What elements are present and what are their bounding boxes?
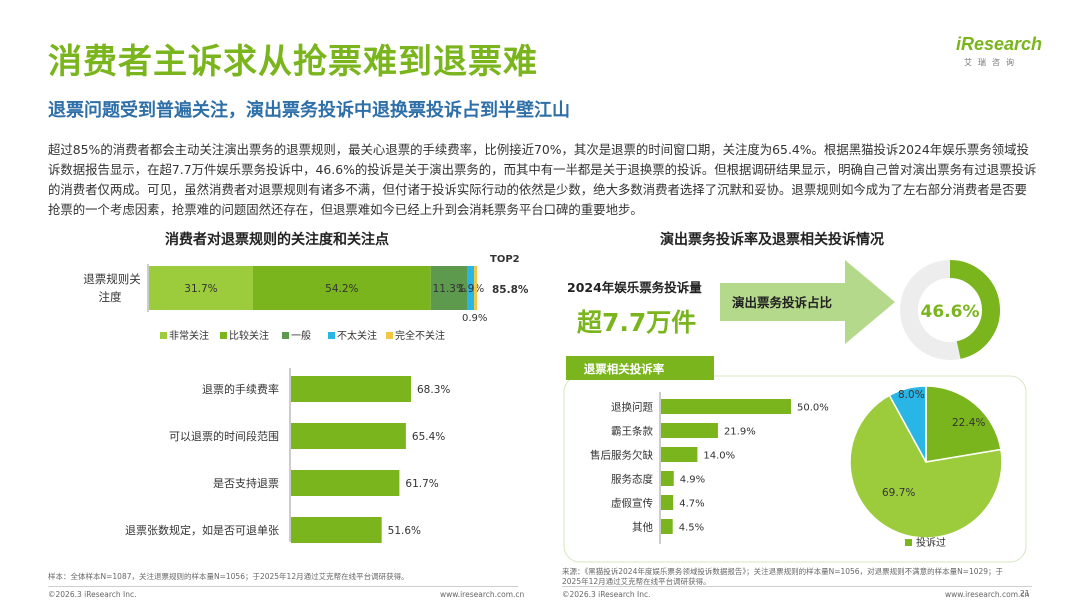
stack-label-line2: 注度 [99, 290, 122, 304]
page-subtitle: 退票问题受到普遍关注，演出票务投诉中退换票投诉占到半壁江山 [48, 100, 570, 121]
stack-segment-3 [467, 266, 475, 310]
complaint-value-3: 4.9% [680, 475, 705, 486]
intro-paragraph: 超过85%的消费者都会主动关注演出票务的退票规则，最关心退票的手续费率，比例接近… [48, 142, 1037, 217]
arrow-shape [720, 260, 895, 344]
small-note: 0.9% [462, 313, 487, 324]
url-right: www.iresearch.com.cn [945, 590, 1030, 599]
right-source-note-1: 来源：《黑猫投诉2024年度娱乐票务领域投诉数据报告》；关注退票规则的样本量N=… [562, 567, 1004, 576]
stack-segment-label-0: 31.7% [184, 283, 217, 295]
donut-arc [949, 260, 1000, 359]
concern-value-0: 68.3% [417, 384, 450, 396]
legend-label-1: 比较关注 [229, 329, 269, 342]
right-source-note-2: 2025年12月通过艾克帮在线平台调研获得。 [562, 577, 711, 586]
complaint-bar-5 [661, 519, 673, 534]
legend-swatch-4 [386, 332, 393, 339]
volume-value: 超7.7万件 [577, 308, 697, 337]
complaint-category-5: 其他 [632, 521, 653, 534]
legend-label-4: 完全不关注 [395, 329, 445, 342]
panel-tab [566, 356, 714, 380]
complaint-value-1: 21.9% [724, 427, 756, 438]
logo-sub-text: 艾瑞咨询 [964, 58, 1020, 67]
top2-value: 85.8% [492, 284, 529, 296]
url-left: www.iresearch.com.cn [440, 590, 525, 599]
stack-segment-1 [252, 266, 431, 310]
concern-bar-3 [291, 517, 382, 543]
complaint-category-1: 霸王条款 [611, 425, 653, 438]
pie-label-1: 69.7% [882, 487, 915, 499]
pie-legend-swatch [905, 539, 912, 546]
stacked-bar-chart: 退票规则关 注度 31.7% 54.2% 11.3%1.9% TOP2 85.8% … [83, 254, 529, 342]
concern-category-1: 可以退票的时间段范围 [169, 429, 279, 443]
donut-value-label: 46.6% [921, 302, 980, 322]
complaint-bar-2 [661, 447, 698, 462]
pie-slice-1 [849, 394, 1003, 539]
complaint-value-0: 50.0% [797, 403, 829, 414]
logo-main-text: iResearch [956, 34, 1043, 54]
legend-label-3: 不太关注 [337, 329, 377, 342]
complaint-category-2: 售后服务欠缺 [590, 449, 653, 462]
pie-label-2: 8.0% [898, 389, 925, 401]
stack-segment-label-3: 1.9% [458, 283, 485, 295]
top2-label: TOP2 [490, 254, 520, 265]
left-section-title: 消费者对退票规则的关注度和关注点 [165, 232, 389, 248]
page-number: 21 [1020, 589, 1030, 598]
iresearch-logo: iResearch 艾瑞咨询 [956, 34, 1043, 74]
complaint-category-4: 虚假宣传 [611, 497, 653, 510]
complaint-panel: 退票相关投诉率 退换问题 50.0% 霸王条款 21.9% 售后服务欠缺 14.0% 服务态… [563, 356, 1027, 563]
concern-category-2: 是否支持退票 [213, 476, 279, 490]
complaint-value-2: 14.0% [703, 451, 735, 462]
right-section-title: 演出票务投诉率及退票相关投诉情况 [660, 232, 884, 248]
legend-label-0: 非常关注 [169, 329, 209, 342]
legend-swatch-2 [282, 332, 289, 339]
complaint-category-3: 服务态度 [611, 473, 653, 486]
stack-segment-4 [474, 266, 477, 310]
legend-swatch-3 [328, 332, 335, 339]
complaint-value-4: 4.7% [679, 499, 704, 510]
complaint-category-0: 退换问题 [611, 401, 653, 414]
complaint-bar-3 [661, 471, 674, 486]
pie-legend-label: 投诉过 [916, 536, 946, 549]
stack-label-line1: 退票规则关 [83, 272, 141, 286]
copyright-left: ©2026.3 iResearch Inc. [48, 590, 137, 599]
complaint-bar-1 [661, 423, 718, 438]
legend-swatch-1 [220, 332, 227, 339]
concern-value-3: 51.6% [388, 525, 421, 537]
concern-category-3: 退票张数规定，如是否可退单张 [125, 523, 279, 537]
panel-tab-label: 退票相关投诉率 [584, 362, 665, 376]
complaint-value-5: 4.5% [679, 523, 704, 534]
stack-segment-0 [149, 266, 253, 310]
arrow-label: 演出票务投诉占比 [732, 295, 833, 310]
share-donut: 46.6% [900, 260, 1000, 360]
concern-bar-2 [291, 470, 400, 496]
copyright-right: ©2026.3 iResearch Inc. [562, 590, 651, 599]
concern-bar-chart: 退票的手续费率 68.3% 可以退票的时间段范围 65.4% 是否支持退票 61.7% 退票… [125, 368, 450, 543]
concern-value-2: 61.7% [405, 478, 438, 490]
concern-bar-1 [291, 423, 406, 449]
page-title: 消费者主诉求从抢票难到退票难 [48, 42, 538, 82]
stack-segment-2 [430, 266, 468, 310]
volume-label: 2024年娱乐票务投诉量 [567, 280, 702, 295]
stack-segment-label-1: 54.2% [325, 283, 358, 295]
concern-category-0: 退票的手续费率 [202, 382, 279, 396]
legend-label-2: 一般 [291, 329, 311, 342]
concern-value-1: 65.4% [412, 431, 445, 443]
complaint-bar-4 [661, 495, 674, 510]
footer-divider-left [48, 586, 518, 587]
pie-label-0: 22.4% [952, 417, 985, 429]
pie-slice-0 [925, 385, 1002, 463]
pie-slice-2 [888, 385, 927, 463]
concern-bar-0 [291, 376, 411, 402]
complaint-bar-0 [661, 399, 791, 414]
legend-swatch-0 [160, 332, 167, 339]
left-source-note: 样本：全体样本N=1087，关注退票规则的样本量N=1056；于2025年12月… [48, 572, 409, 581]
share-arrow: 演出票务投诉占比 [720, 260, 895, 344]
footer-divider-right [562, 586, 1032, 587]
stack-segment-label-2: 11.3% [433, 283, 466, 295]
